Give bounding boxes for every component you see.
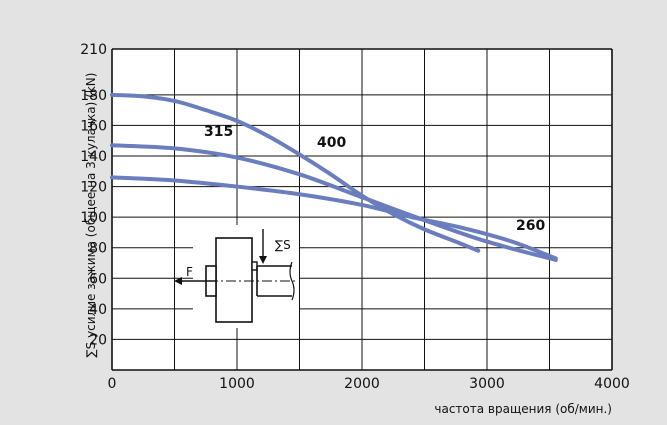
y-tick-label: 60: [89, 271, 107, 287]
x-tick-label: 4000: [594, 376, 630, 392]
clamp-label: ∑S: [275, 238, 291, 252]
x-tick-label: 1000: [219, 376, 255, 392]
curves: [110, 92, 558, 262]
grid-lines: [111, 48, 613, 371]
force-arrowhead: [174, 277, 182, 285]
x-tick-label: 0: [108, 376, 117, 392]
series-line-315: [110, 92, 481, 253]
y-tick-label: 40: [89, 302, 107, 318]
y-tick-label: 20: [89, 332, 107, 348]
break-line: [289, 261, 295, 301]
chuck-body: [215, 237, 253, 323]
y-tick-label: 120: [80, 180, 107, 196]
tick-labels: 0 1000 2000 3000 4000 20 40 60 80 100 120 140 160 180…: [80, 42, 630, 392]
y-tick-label: 180: [80, 88, 107, 104]
y-tick-label: 100: [80, 210, 107, 226]
y-tick-label: 210: [80, 42, 107, 58]
chuck-diagram: F ∑S: [174, 225, 299, 328]
x-axis-label: частота вращения (об/мин.): [434, 402, 612, 416]
curve-label-400: 400: [317, 135, 346, 151]
curve-label-260: 260: [516, 218, 545, 234]
y-tick-label: 80: [89, 241, 107, 257]
x-tick-label: 2000: [344, 376, 380, 392]
series-line-400: [110, 143, 558, 262]
curve-label-315: 315: [204, 124, 233, 140]
y-tick-label: 140: [80, 149, 107, 165]
force-label: F: [186, 265, 193, 279]
x-tick-label: 3000: [469, 376, 505, 392]
series-line-260: [110, 175, 558, 261]
y-tick-label: 160: [80, 118, 107, 134]
clamp-arrowhead: [259, 256, 267, 264]
y-axis-label: ∑S усилие зажима (общее на 3 кулачка) (k…: [84, 73, 98, 358]
